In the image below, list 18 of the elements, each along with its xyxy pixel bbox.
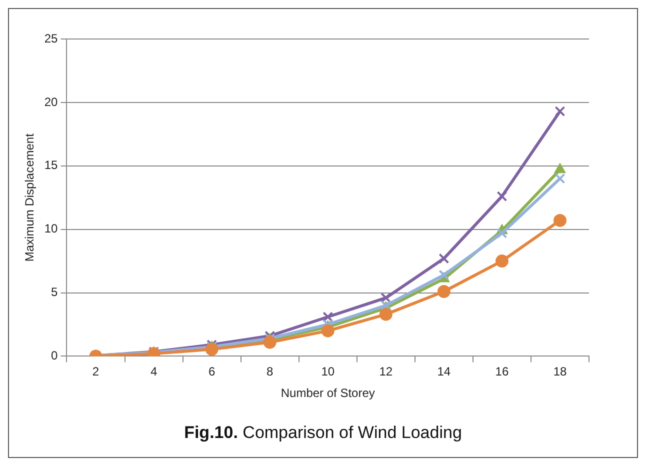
y-axis-title: Maximum Displacement — [22, 132, 37, 262]
x-tick-label: 12 — [379, 364, 393, 379]
y-tick-label: 10 — [44, 222, 58, 236]
x-tick-label: 10 — [321, 364, 335, 379]
y-tick-label: 25 — [44, 31, 58, 46]
x-tick-label: 4 — [150, 364, 158, 379]
x-tick-label: 14 — [437, 364, 451, 379]
x-tick-label: 2 — [92, 364, 100, 379]
x-tick-label: 6 — [208, 364, 216, 379]
x-tick-label: 16 — [495, 364, 509, 379]
text: Fig.10. Comparison of Wind Loading — [184, 423, 462, 442]
y-tick-label: 5 — [51, 285, 58, 300]
x-tick-label: 18 — [553, 364, 567, 379]
x-tick-label: 8 — [266, 364, 274, 379]
y-tick-label: 0 — [51, 348, 58, 363]
x-axis-title: Number of Storey — [280, 386, 375, 400]
y-tick-label: 15 — [44, 158, 58, 172]
y-tick-label: 20 — [44, 94, 58, 109]
